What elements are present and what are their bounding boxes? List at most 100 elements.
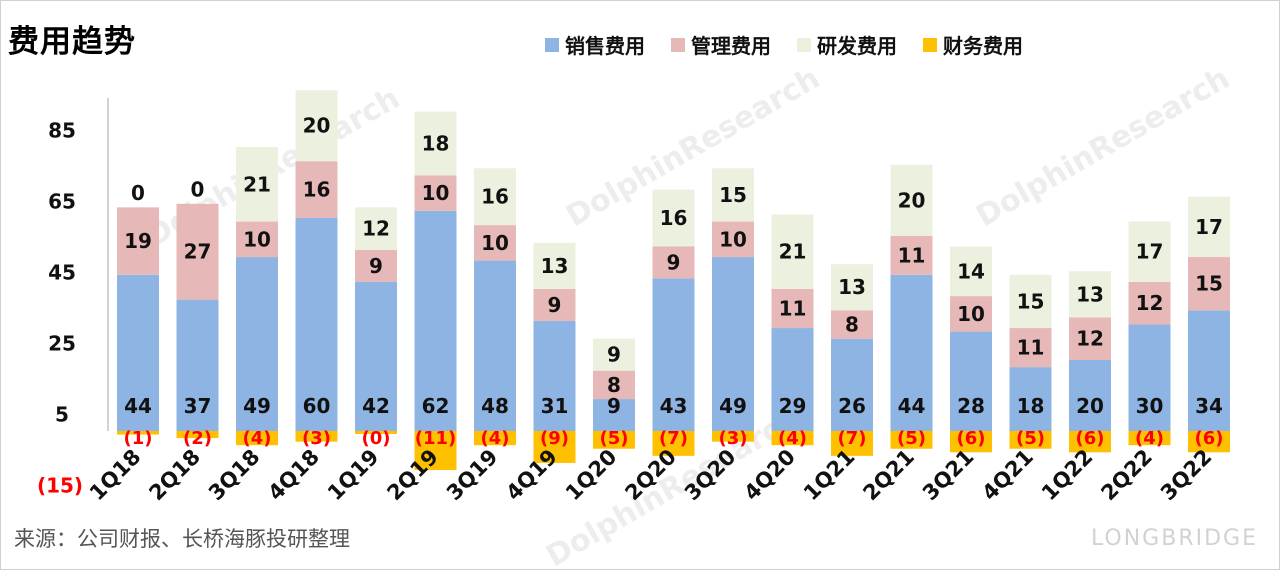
data-label-admin: 10 <box>422 181 450 205</box>
bar-sales <box>355 281 397 431</box>
bar-finance <box>1009 431 1052 449</box>
data-label-admin: 12 <box>1076 327 1104 351</box>
bar-admin <box>890 235 933 275</box>
bar-rd <box>1188 196 1230 258</box>
data-label-admin: 8 <box>607 373 621 397</box>
x-tick-label: 4Q20 <box>739 445 800 506</box>
data-label-finance: (6) <box>1076 428 1105 449</box>
bar-finance <box>414 431 457 471</box>
data-label-admin: 11 <box>898 243 926 267</box>
bar-admin <box>1009 328 1052 368</box>
bar-rd <box>831 264 873 311</box>
bar-admin <box>414 175 457 211</box>
bar-sales <box>533 320 576 431</box>
bar-sales <box>712 257 754 431</box>
data-label-sales: 34 <box>1195 394 1223 418</box>
bar-rd <box>533 242 576 289</box>
x-tick-label: 4Q19 <box>501 445 562 506</box>
x-tick-label: 2Q22 <box>1096 445 1157 506</box>
bar-rd <box>1128 221 1171 282</box>
data-label-admin: 15 <box>1195 272 1223 296</box>
data-label-rd: 20 <box>303 114 331 138</box>
data-label-finance: (6) <box>1195 428 1224 449</box>
bar-rd <box>593 338 635 371</box>
data-label-admin: 19 <box>124 229 152 253</box>
bar-finance <box>712 431 754 442</box>
data-label-finance: (7) <box>659 428 688 449</box>
bar-sales <box>474 260 516 431</box>
data-label-sales: 29 <box>779 394 807 418</box>
bar-finance <box>652 431 695 456</box>
data-label-admin: 16 <box>303 178 331 202</box>
bar-admin <box>533 289 576 321</box>
data-label-rd: 0 <box>191 178 205 202</box>
bar-sales <box>890 274 933 431</box>
y-tick-label: 5 <box>55 402 69 426</box>
bar-finance <box>533 431 576 463</box>
source-note: 来源：公司财报、长桥海豚投研整理 <box>14 527 350 551</box>
data-label-sales: 26 <box>838 394 866 418</box>
data-label-rd: 17 <box>1136 240 1164 264</box>
bar-sales <box>1069 360 1111 431</box>
chart-title: 费用趋势 <box>8 24 136 60</box>
x-tick-label: 2Q19 <box>382 445 443 506</box>
data-label-finance: (1) <box>124 428 153 449</box>
bar-sales <box>117 274 159 431</box>
bar-finance <box>295 431 338 442</box>
legend-swatch-finance <box>923 37 937 52</box>
data-label-sales: 30 <box>1136 394 1164 418</box>
bar-finance <box>1128 431 1171 446</box>
legend-item-finance: 财务费用 <box>923 30 1023 59</box>
data-label-admin: 9 <box>548 293 562 317</box>
data-label-rd: 17 <box>1195 215 1223 239</box>
bar-admin <box>176 203 219 300</box>
data-label-finance: (4) <box>778 428 807 449</box>
bar-admin <box>593 370 635 400</box>
data-label-sales: 31 <box>541 394 569 418</box>
bar-finance <box>593 431 635 449</box>
data-label-sales: 9 <box>607 394 621 418</box>
data-label-admin: 8 <box>845 313 859 337</box>
bar-sales <box>593 399 635 431</box>
y-tick-label: 65 <box>48 189 76 213</box>
bar-rd <box>950 246 992 297</box>
legend-swatch-admin <box>671 37 685 52</box>
bar-admin <box>652 246 695 279</box>
bar-rd <box>355 207 397 250</box>
x-tick-label: 3Q22 <box>1156 445 1217 506</box>
bar-admin <box>1188 257 1230 311</box>
legend-label-sales: 销售费用 <box>565 34 645 58</box>
legend-label-rd: 研发费用 <box>817 34 897 58</box>
data-label-sales: 18 <box>1017 394 1045 418</box>
bar-finance <box>1069 431 1111 453</box>
data-label-rd: 16 <box>481 185 509 209</box>
bar-admin <box>474 225 516 261</box>
legend-label-admin: 管理费用 <box>691 34 771 58</box>
data-label-sales: 43 <box>660 394 688 418</box>
y-tick-label: (15) <box>37 473 83 497</box>
bar-finance <box>890 431 933 449</box>
legend-swatch-sales <box>545 37 559 52</box>
data-label-admin: 9 <box>369 254 383 278</box>
data-label-rd: 9 <box>607 343 621 367</box>
data-label-sales: 49 <box>243 394 271 418</box>
data-label-admin: 9 <box>667 250 681 274</box>
bar-admin <box>950 296 992 332</box>
bar-rd <box>712 168 754 222</box>
y-tick-label: 85 <box>48 118 76 142</box>
legend-swatch-rd <box>797 37 811 52</box>
bar-rd <box>1069 271 1111 318</box>
y-tick-label: 25 <box>48 331 76 355</box>
data-label-sales: 62 <box>422 394 450 418</box>
x-tick-label: 1Q22 <box>1037 445 1098 506</box>
data-label-sales: 48 <box>481 394 509 418</box>
bar-rd <box>771 214 814 289</box>
bar-sales <box>950 331 992 431</box>
bar-admin <box>355 249 397 282</box>
data-label-admin: 11 <box>1017 336 1045 360</box>
legend-item-rd: 研发费用 <box>797 30 897 59</box>
data-label-finance: (9) <box>540 428 569 449</box>
data-label-rd: 16 <box>660 206 688 230</box>
data-label-admin: 10 <box>957 302 985 326</box>
